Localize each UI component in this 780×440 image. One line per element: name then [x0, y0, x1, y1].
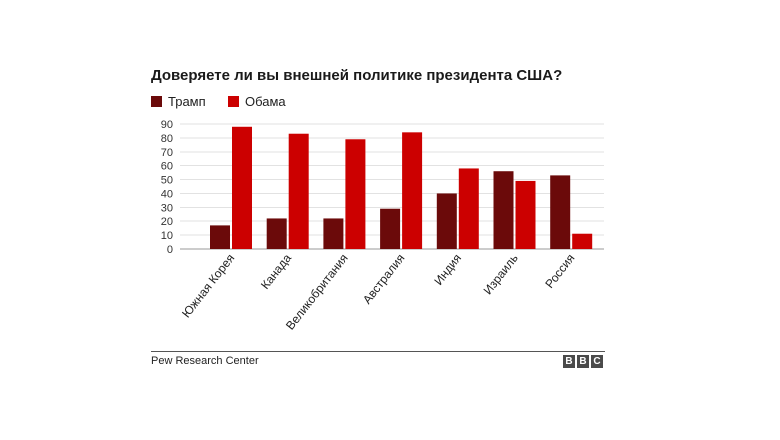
chart-title: Доверяете ли вы внешней политике президе…: [151, 67, 563, 84]
bar-obama: [572, 233, 593, 249]
x-tick-label: Австралия: [360, 251, 408, 306]
x-tick-label: Южная Корея: [179, 251, 237, 320]
source-note: Pew Research Center: [151, 355, 259, 367]
y-tick-label: 20: [161, 216, 173, 228]
y-tick-label: 10: [161, 230, 173, 242]
x-tick-label: Россия: [542, 251, 577, 291]
y-tick-label: 0: [167, 244, 173, 256]
bar-trump: [266, 218, 287, 249]
bar-trump: [550, 175, 571, 249]
bar-obama: [515, 180, 536, 249]
y-tick-label: 60: [161, 161, 173, 173]
bar-trump: [210, 225, 230, 249]
x-tick-label: Великобритания: [283, 251, 351, 332]
bbc-logo-letter: B: [577, 355, 589, 368]
bar-trump: [380, 208, 401, 249]
bar-trump: [323, 218, 344, 249]
x-tick-label: Индия: [431, 251, 464, 288]
legend-item-trump: Трамп: [151, 94, 206, 109]
y-tick-label: 50: [161, 175, 173, 187]
bar-obama: [402, 132, 423, 249]
bar-trump: [436, 193, 457, 249]
footer-divider: [151, 351, 605, 352]
y-tick-label: 80: [161, 133, 173, 145]
bar-obama: [345, 139, 366, 249]
x-tick-label: Израиль: [481, 251, 521, 297]
y-tick-label: 70: [161, 147, 173, 159]
y-tick-label: 40: [161, 188, 173, 200]
bbc-logo-letter: C: [591, 355, 603, 368]
bar-obama: [288, 133, 309, 249]
y-tick-label: 90: [161, 119, 173, 131]
bar-trump: [493, 171, 514, 249]
legend-label-obama: Обама: [245, 94, 286, 109]
legend-swatch-obama: [228, 96, 239, 107]
x-tick-label: Канада: [258, 251, 294, 292]
bar-obama: [458, 168, 479, 249]
y-tick-label: 30: [161, 202, 173, 214]
legend-item-obama: Обама: [228, 94, 286, 109]
legend-swatch-trump: [151, 96, 162, 107]
legend-label-trump: Трамп: [168, 94, 206, 109]
bar-obama: [232, 126, 252, 249]
bbc-logo-letter: B: [563, 355, 575, 368]
